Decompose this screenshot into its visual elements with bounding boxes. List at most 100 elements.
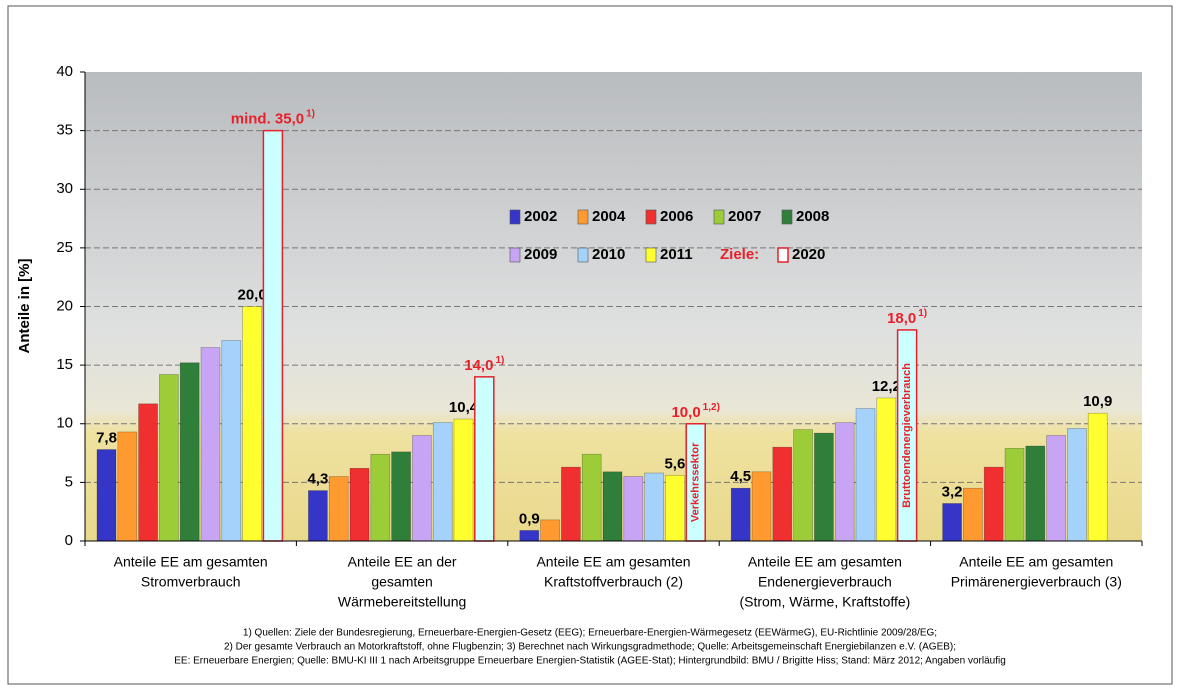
y-tick-label: 20 bbox=[56, 297, 73, 314]
legend-swatch bbox=[509, 209, 521, 225]
y-tick-label: 0 bbox=[65, 532, 73, 549]
legend-swatch bbox=[577, 247, 589, 263]
value-label-note: 1) bbox=[306, 108, 315, 119]
bar bbox=[772, 446, 793, 542]
x-tick-label: gesamten bbox=[371, 574, 432, 590]
value-label-text: 4,3 bbox=[307, 471, 328, 488]
legend-label: 2009 bbox=[524, 246, 557, 263]
value-label: 7,8 bbox=[96, 430, 117, 447]
legend-label: 2002 bbox=[524, 208, 557, 225]
value-label-text: 3,2 bbox=[942, 483, 963, 500]
value-label-text: 12,2 bbox=[872, 378, 901, 395]
value-label: 5,6 bbox=[664, 455, 685, 472]
x-tick-label: Primärenergieverbrauch (3) bbox=[951, 574, 1122, 590]
bar bbox=[581, 453, 602, 542]
bar bbox=[942, 503, 962, 542]
bar bbox=[602, 471, 623, 542]
legend-swatch bbox=[577, 209, 589, 225]
value-label-text: 14,0 bbox=[464, 357, 493, 374]
value-label-text: 10,4 bbox=[449, 399, 479, 416]
legend-label: 2008 bbox=[796, 208, 829, 225]
bar bbox=[1046, 435, 1066, 542]
bar bbox=[963, 487, 983, 542]
legend-swatch bbox=[781, 209, 793, 225]
bar bbox=[391, 451, 411, 542]
bar bbox=[453, 418, 474, 542]
value-label-note: 1) bbox=[495, 354, 504, 365]
value-label-text: 5,6 bbox=[664, 455, 685, 472]
value-label-note: 1,2) bbox=[703, 401, 720, 412]
legend-swatch bbox=[713, 209, 725, 225]
y-axis-label: Anteile in [%] bbox=[16, 258, 33, 353]
value-label: 3,2 bbox=[942, 483, 963, 500]
bar bbox=[665, 475, 685, 542]
legend-swatch bbox=[777, 247, 789, 263]
y-tick-label: 40 bbox=[56, 63, 73, 80]
bar bbox=[117, 431, 138, 542]
value-label: 4,3 bbox=[307, 471, 328, 488]
legend-label: 2010 bbox=[592, 246, 625, 263]
bar-annotation: Verkehrssektor bbox=[690, 442, 702, 522]
x-tick-label: Anteile EE am gesamten bbox=[959, 554, 1113, 570]
x-tick-label: (Strom, Wärme, Kraftstoffe) bbox=[739, 594, 910, 610]
bar bbox=[432, 422, 453, 542]
bar bbox=[200, 347, 221, 542]
x-tick-label: Anteile EE am gesamten bbox=[748, 554, 902, 570]
bar bbox=[242, 306, 262, 542]
bar bbox=[1004, 448, 1025, 542]
bar bbox=[814, 432, 834, 542]
bar bbox=[96, 449, 117, 542]
value-label: 20,0 bbox=[237, 286, 266, 303]
y-tick-label: 15 bbox=[56, 356, 73, 373]
y-tick-label: 10 bbox=[56, 415, 73, 432]
bar bbox=[623, 476, 644, 542]
legend-swatch bbox=[509, 247, 521, 263]
x-tick-label: Anteile EE an der bbox=[348, 554, 457, 570]
value-label: 18,0 1) bbox=[887, 308, 927, 327]
y-tick-label: 30 bbox=[56, 180, 73, 197]
value-label-text: 7,8 bbox=[96, 430, 117, 447]
legend-swatch bbox=[645, 209, 657, 225]
footnote: EE: Erneuerbare Energien; Quelle: BMU-KI… bbox=[174, 656, 1006, 667]
value-label-text: mind. 35,0 bbox=[231, 111, 304, 128]
value-label-note: 1) bbox=[918, 308, 927, 319]
bar bbox=[1087, 412, 1108, 542]
value-label-text: 20,0 bbox=[237, 286, 266, 303]
bar bbox=[730, 487, 751, 542]
bar bbox=[328, 476, 349, 542]
value-label-text: 10,9 bbox=[1083, 393, 1112, 410]
x-tick-label: Kraftstoffverbrauch (2) bbox=[544, 574, 683, 590]
bar bbox=[1067, 428, 1087, 542]
bar bbox=[262, 129, 284, 542]
legend-prefix: Ziele: bbox=[720, 246, 759, 263]
footnote: 2) Der gesamte Verbrauch an Motorkraftst… bbox=[224, 642, 956, 653]
legend-label: 2020 bbox=[792, 246, 825, 263]
bar bbox=[540, 519, 560, 542]
x-tick-label: Anteile EE am gesamten bbox=[536, 554, 690, 570]
value-label: 12,2 bbox=[872, 378, 901, 395]
bar bbox=[159, 374, 179, 542]
bar bbox=[412, 435, 432, 542]
x-tick-label: Wärmebereitstellung bbox=[338, 594, 466, 610]
bar bbox=[308, 490, 328, 542]
value-label: 10,0 1,2) bbox=[671, 401, 719, 420]
value-label-text: 0,9 bbox=[519, 510, 540, 527]
bar bbox=[751, 471, 772, 542]
value-label-text: 4,5 bbox=[730, 468, 751, 485]
value-label: mind. 35,0 1) bbox=[231, 108, 315, 127]
x-tick-label: Endenergieverbrauch bbox=[758, 574, 892, 590]
legend-label: 2004 bbox=[592, 208, 626, 225]
bar bbox=[138, 403, 158, 542]
value-label: 4,5 bbox=[730, 468, 751, 485]
bar bbox=[370, 453, 391, 542]
x-tick-label: Stromverbrauch bbox=[141, 574, 241, 590]
bar bbox=[834, 422, 855, 542]
bar bbox=[221, 340, 242, 542]
bar bbox=[179, 362, 200, 542]
value-label: 0,9 bbox=[519, 510, 540, 527]
bar bbox=[983, 466, 1004, 542]
value-label: 10,4 bbox=[449, 399, 479, 416]
y-tick-label: 35 bbox=[56, 122, 73, 139]
value-label: 14,0 1) bbox=[464, 354, 504, 373]
